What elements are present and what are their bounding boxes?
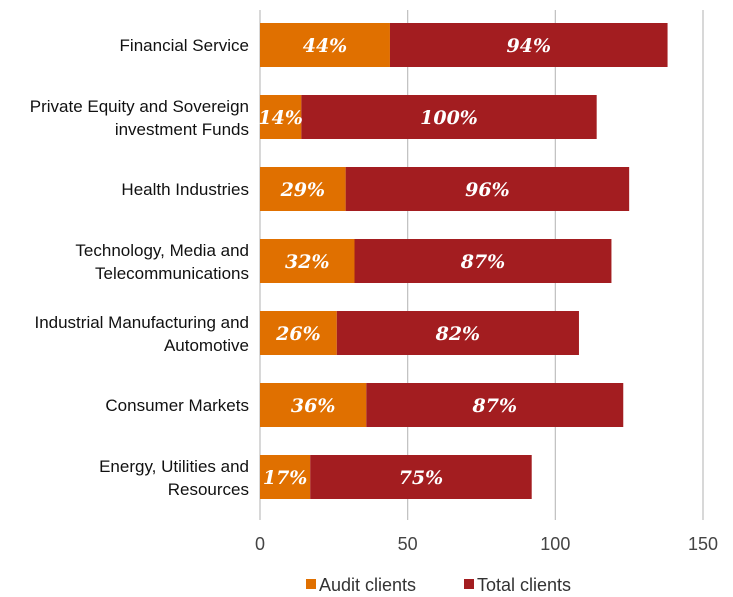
category-label-line: Financial Service [120, 36, 249, 55]
bar-total [336, 311, 579, 355]
bar-total [301, 95, 597, 139]
data-label: 14% [258, 107, 303, 129]
data-label: 44% [303, 35, 348, 57]
bar-total [310, 455, 532, 499]
bar-audit [260, 383, 367, 427]
bar-audit [260, 455, 311, 499]
category-label-line: Industrial Manufacturing and [34, 313, 249, 332]
data-label: 17% [263, 467, 308, 489]
data-label: 75% [399, 467, 444, 489]
legend: Audit clients Total clients [306, 575, 571, 595]
x-tick-label: 50 [398, 534, 418, 554]
category-label: Financial Service [120, 36, 249, 55]
legend-label: Total clients [477, 575, 571, 595]
category-label: Industrial Manufacturing and Automotive [34, 313, 249, 355]
x-tick-label: 0 [255, 534, 265, 554]
category-label: Technology, Media and Telecommunications [75, 241, 249, 283]
data-label: 94% [507, 35, 552, 57]
data-labels: 44% 94% 14% 100% 29% 96% 32% 87% 26% 82% 36% 87% 17%… [258, 35, 551, 489]
data-label: 100% [420, 107, 478, 129]
category-label: Consumer Markets [105, 396, 249, 415]
data-label: 36% [291, 395, 336, 417]
bar-total [354, 239, 612, 283]
data-label: 29% [280, 179, 326, 201]
category-label-line: Private Equity and Sovereign [30, 97, 249, 116]
data-label: 82% [435, 323, 481, 345]
bar-audit [260, 239, 355, 283]
category-label-line: investment Funds [115, 120, 249, 139]
category-label-line: Resources [168, 480, 249, 499]
category-label: Health Industries [121, 180, 249, 199]
data-label: 87% [472, 395, 518, 417]
bar-audit [260, 167, 346, 211]
category-label-line: Energy, Utilities and [99, 457, 249, 476]
bars-layer [260, 23, 668, 499]
bar-audit [260, 311, 337, 355]
category-label-line: Telecommunications [95, 264, 249, 283]
bar-total [366, 383, 624, 427]
x-tick-label: 150 [688, 534, 718, 554]
data-label: 26% [275, 323, 321, 345]
data-label: 32% [285, 251, 330, 273]
category-label-line: Consumer Markets [105, 396, 249, 415]
bar-total [345, 167, 630, 211]
category-label-line: Automotive [164, 336, 249, 355]
legend-swatch [464, 579, 474, 589]
x-axis-ticks: 0 50 100 150 [255, 534, 718, 554]
legend-swatch [306, 579, 316, 589]
category-label: Energy, Utilities and Resources [99, 457, 249, 499]
category-label: Private Equity and Sovereign investment F… [30, 97, 249, 139]
category-label-line: Technology, Media and [75, 241, 249, 260]
category-labels: Financial Service Private Equity and Sove… [30, 36, 249, 499]
data-label: 87% [460, 251, 506, 273]
x-tick-label: 100 [540, 534, 570, 554]
bar-audit [260, 23, 390, 67]
bar-total [389, 23, 668, 67]
bar-audit [260, 95, 302, 139]
category-label-line: Health Industries [121, 180, 249, 199]
data-label: 96% [465, 179, 510, 201]
legend-label: Audit clients [319, 575, 416, 595]
